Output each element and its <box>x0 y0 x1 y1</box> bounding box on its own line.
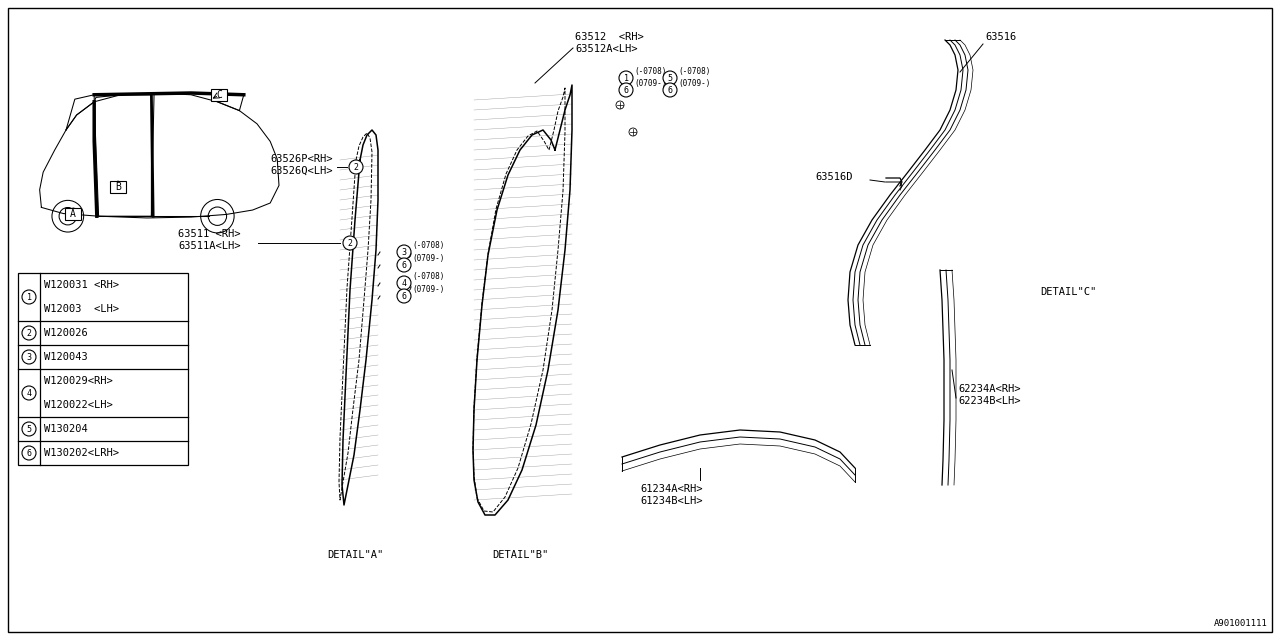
Circle shape <box>22 290 36 304</box>
Text: 63511 <RH>: 63511 <RH> <box>178 229 241 239</box>
Text: W120043: W120043 <box>44 352 88 362</box>
Text: B: B <box>115 182 120 192</box>
Bar <box>110 181 125 193</box>
Text: 2: 2 <box>27 328 32 337</box>
Text: 63516D: 63516D <box>815 172 852 182</box>
Circle shape <box>397 245 411 259</box>
Text: A901001111: A901001111 <box>1215 619 1268 628</box>
Circle shape <box>22 422 36 436</box>
Text: 63516: 63516 <box>986 32 1016 42</box>
Text: 63512  <RH>: 63512 <RH> <box>575 32 644 42</box>
Text: 6: 6 <box>402 291 407 301</box>
Text: W120029<RH>: W120029<RH> <box>44 376 113 386</box>
Circle shape <box>397 276 411 290</box>
Text: 6: 6 <box>623 86 628 95</box>
Text: 5: 5 <box>667 74 672 83</box>
Circle shape <box>343 236 357 250</box>
Bar <box>65 208 81 220</box>
Text: 4: 4 <box>27 388 32 397</box>
Text: W130202<LRH>: W130202<LRH> <box>44 448 119 458</box>
Bar <box>18 273 188 465</box>
Circle shape <box>22 386 36 400</box>
Text: 4: 4 <box>402 278 407 287</box>
Text: 2: 2 <box>353 163 358 172</box>
Text: 6: 6 <box>402 260 407 269</box>
Text: (-0708): (-0708) <box>678 67 710 76</box>
Text: 3: 3 <box>27 353 32 362</box>
Circle shape <box>22 446 36 460</box>
Circle shape <box>663 83 677 97</box>
Text: (-0708): (-0708) <box>412 241 444 250</box>
Text: 63526P<RH>: 63526P<RH> <box>270 154 333 164</box>
Text: A: A <box>70 209 76 219</box>
Circle shape <box>663 71 677 85</box>
Text: 63526Q<LH>: 63526Q<LH> <box>270 166 333 176</box>
Text: 61234A<RH>: 61234A<RH> <box>640 484 703 494</box>
Text: 62234A<RH>: 62234A<RH> <box>957 384 1020 394</box>
Circle shape <box>349 160 364 174</box>
Text: 63511A<LH>: 63511A<LH> <box>178 241 241 251</box>
Text: (0709-): (0709-) <box>678 79 710 88</box>
Text: 6: 6 <box>27 449 32 458</box>
Circle shape <box>22 350 36 364</box>
Text: 3: 3 <box>402 248 407 257</box>
Text: 5: 5 <box>27 424 32 433</box>
Text: W12003  <LH>: W12003 <LH> <box>44 304 119 314</box>
Text: (0709-): (0709-) <box>412 285 444 294</box>
Text: 1: 1 <box>27 292 32 301</box>
Text: 62234B<LH>: 62234B<LH> <box>957 396 1020 406</box>
Text: 2: 2 <box>347 239 352 248</box>
Text: C: C <box>216 90 221 100</box>
Circle shape <box>620 83 634 97</box>
Text: W120026: W120026 <box>44 328 88 338</box>
Text: W120022<LH>: W120022<LH> <box>44 400 113 410</box>
Text: W120031 <RH>: W120031 <RH> <box>44 280 119 290</box>
Text: (0709-): (0709-) <box>412 254 444 263</box>
Text: DETAIL"A": DETAIL"A" <box>326 550 383 560</box>
Text: 63512A<LH>: 63512A<LH> <box>575 44 637 54</box>
Circle shape <box>620 71 634 85</box>
Text: DETAIL"B": DETAIL"B" <box>492 550 548 560</box>
Text: 61234B<LH>: 61234B<LH> <box>640 496 703 506</box>
Text: DETAIL"C": DETAIL"C" <box>1039 287 1096 297</box>
Text: 1: 1 <box>623 74 628 83</box>
Text: W130204: W130204 <box>44 424 88 434</box>
Circle shape <box>397 258 411 272</box>
Text: (0709-): (0709-) <box>634 79 667 88</box>
Text: (-0708): (-0708) <box>412 272 444 281</box>
Circle shape <box>397 289 411 303</box>
Text: (-0708): (-0708) <box>634 67 667 76</box>
Text: 6: 6 <box>667 86 672 95</box>
Circle shape <box>22 326 36 340</box>
Bar <box>211 89 227 101</box>
